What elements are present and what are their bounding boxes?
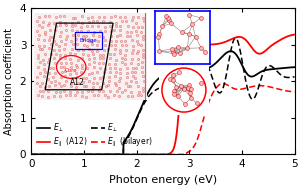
Y-axis label: Absorption coefficient: Absorption coefficient	[4, 28, 14, 135]
X-axis label: Photon energy (eV): Photon energy (eV)	[109, 175, 217, 185]
Legend: $E_{\perp}$, $E_{\parallel}$ (A12), $E_{\perp}$, $E_{\parallel}$ (bilayer): $E_{\perp}$, $E_{\parallel}$ (A12), $E_{…	[35, 120, 154, 151]
